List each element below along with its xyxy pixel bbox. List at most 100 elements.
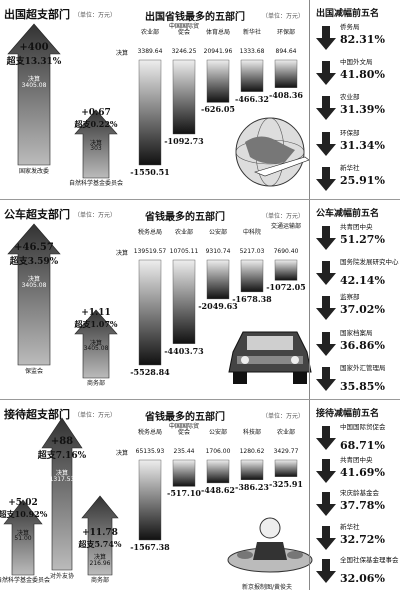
savings-bar	[274, 259, 298, 281]
bar-saving: -5528.84	[130, 367, 170, 377]
bar-name: 农业部	[276, 429, 295, 436]
bar-saving: -2049.63	[198, 300, 238, 311]
ranking-name: 农业部	[340, 93, 360, 102]
ranking-percent: 25.91%	[340, 173, 385, 187]
bar-name: 中科院	[242, 229, 261, 236]
ranking-percent: 32.06%	[340, 571, 385, 585]
bar-budget: 10705.11	[169, 248, 199, 255]
mid-title: 出国省钱最多的五部门	[145, 12, 245, 23]
bar-budget: 20941.96	[203, 48, 233, 55]
bar-saving: -466.32	[235, 93, 269, 104]
down-arrow-icon	[316, 26, 336, 50]
bar-name: 农业部	[174, 229, 193, 236]
big-name: 国家发改委	[18, 168, 49, 175]
savings-bar	[274, 59, 298, 88]
ranking-item: 国务院发展研究中心 42.14%	[310, 257, 400, 292]
small2-amount: 216.96	[89, 560, 111, 567]
small-up-arrow	[74, 309, 118, 379]
savings-bar	[172, 259, 196, 344]
down-arrow-icon	[316, 492, 336, 517]
small2-over: 超支5.74%	[78, 539, 122, 549]
ranking-percent: 41.69%	[340, 466, 385, 480]
savings-bar	[172, 459, 196, 487]
down-arrow-icon	[316, 131, 336, 156]
banquet-icon	[227, 517, 313, 573]
bar-budget: 894.64	[275, 48, 297, 55]
big-jues: 决算	[55, 470, 68, 477]
big-up-arrow	[41, 417, 83, 571]
ranking-item: 全国社保基金理事会 32.06%	[310, 555, 400, 588]
ranking-item: 中国外文局 41.80%	[310, 57, 400, 92]
small-over: 超支1.07%	[74, 319, 118, 329]
big-name: 对外友协	[49, 573, 74, 580]
down-arrow-icon	[316, 261, 336, 286]
bar-name: 新华社	[242, 29, 261, 36]
bar-budget: 65135.93	[135, 448, 165, 455]
section-unit: （单位：万元）	[74, 412, 117, 419]
mid-title: 省钱最多的五部门	[145, 212, 225, 223]
savings-bar	[274, 459, 298, 477]
savings-bar	[172, 59, 196, 135]
bar-budget: 3246.25	[171, 48, 197, 55]
ranking-name: 监察部	[340, 293, 360, 302]
ranking-name: 环保部	[340, 128, 360, 137]
bar-budget: 1333.68	[239, 48, 265, 55]
right-column: 接待减幅前五名 中国国际贸促会 68.71% 共青团中央 41.69% 宋庆龄基金会 37.…	[310, 400, 400, 590]
savings-bar	[206, 259, 230, 300]
right-divider	[309, 200, 310, 400]
section-title: 出国超支部门	[4, 8, 70, 21]
small-up-arrow	[74, 109, 118, 179]
small-jues: 决算	[89, 140, 102, 147]
down-arrow-icon	[316, 459, 336, 484]
bar-name: 税务总局	[137, 429, 162, 436]
ranking-item: 监察部 37.02%	[310, 292, 400, 327]
big-amount: 3405.08	[21, 282, 47, 289]
ranking-name: 中国外文局	[340, 58, 373, 67]
small-over: 超支0.22%	[74, 119, 118, 129]
credit: 新京报制图/黄俊夫	[242, 584, 293, 590]
bar-budget: 235.44	[173, 448, 195, 455]
ranking-item: 中国国际贸促会 68.71%	[310, 422, 400, 455]
ranking-item: 新华社 32.72%	[310, 522, 400, 555]
ranking-percent: 51.27%	[340, 233, 385, 246]
ranking-percent: 31.34%	[340, 138, 385, 152]
big-up-arrow	[7, 23, 61, 166]
small-up-arrow	[3, 499, 43, 576]
ranking-name: 国务院发展研究中心	[340, 258, 399, 267]
bar-name: 公安部	[208, 229, 227, 236]
ranking-item: 共青团中央 51.27%	[310, 222, 400, 257]
ranking-item: 国家外汇管理局 35.85%	[310, 363, 400, 398]
down-arrow-icon	[316, 226, 336, 250]
ranking-percent: 68.71%	[340, 439, 385, 452]
bar-name: 科技部	[242, 429, 261, 436]
right-title: 接待减幅前五名	[316, 409, 380, 419]
ranking-name: 共青团中央	[340, 223, 373, 231]
section-title: 接待超支部门	[4, 408, 70, 421]
bar-budget: 139519.57	[133, 248, 167, 255]
bar-budget: 3389.64	[137, 48, 163, 55]
jues-label: 决算	[116, 450, 129, 457]
bar-saving: -1550.51	[130, 167, 170, 177]
mid-unit: （单位：万元）	[262, 13, 305, 20]
ranking-name: 侨务局	[340, 23, 360, 31]
bar-budget: 9310.74	[205, 248, 231, 255]
bar-name: 农业部	[140, 29, 159, 36]
ranking-name: 共青团中央	[340, 456, 373, 465]
jues-label: 决算	[116, 250, 129, 257]
bar-budget: 7690.40	[273, 248, 299, 255]
section-unit: （单位：万元）	[74, 212, 117, 219]
bar-budget: 5217.03	[239, 248, 265, 255]
savings-bar	[240, 259, 264, 293]
small-over: 超支10.92%	[0, 509, 48, 519]
ranking-item: 环保部 31.34%	[310, 128, 400, 163]
section-0: 出国超支部门 （单位：万元） +400 超支13.31% 决算 3405.08 国家发改委 +…	[0, 0, 400, 200]
ranking-item: 农业部 31.39%	[310, 92, 400, 127]
small2-value: +11.78	[82, 528, 118, 538]
savings-bar-chart	[138, 59, 298, 166]
ranking-name: 中国国际贸促会	[340, 423, 386, 431]
mid-title: 省钱最多的五部门	[145, 412, 225, 423]
bar-name: 公安部	[208, 429, 227, 436]
big-jues: 决算	[27, 276, 40, 283]
ranking-percent: 31.39%	[340, 103, 385, 117]
